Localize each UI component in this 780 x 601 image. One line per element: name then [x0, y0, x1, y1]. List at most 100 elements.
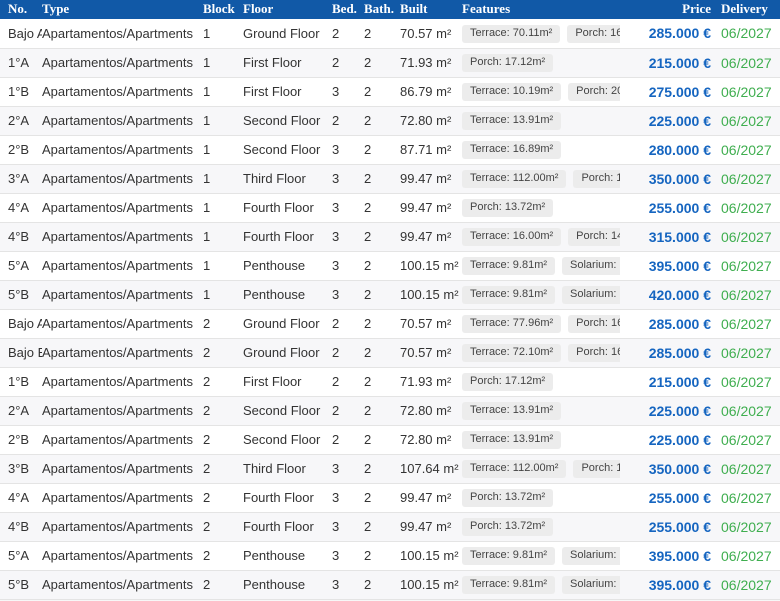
- cell-block: 1: [203, 251, 243, 281]
- cell-built-area: 100.15 m²: [398, 570, 462, 600]
- cell-features: Terrace: 112.00m² Porch: 14.27m²: [462, 454, 620, 484]
- cell-features: Terrace: 16.00m² Porch: 14.10m²: [462, 222, 620, 252]
- feature-badge: Porch: 13.72m²: [462, 518, 554, 536]
- table-row[interactable]: 4°B Apartamentos/Apartments 1 Fourth Flo…: [0, 222, 780, 252]
- cell-unit-number: 2°B: [0, 425, 42, 455]
- table-row[interactable]: 2°A Apartamentos/Apartments 2 Second Flo…: [0, 396, 780, 426]
- table-row[interactable]: 4°A Apartamentos/Apartments 2 Fourth Flo…: [0, 483, 780, 513]
- table-row[interactable]: 5°B Apartamentos/Apartments 2 Penthouse …: [0, 570, 780, 600]
- cell-price: 420.000 €: [620, 280, 715, 310]
- cell-block: 1: [203, 77, 243, 107]
- cell-delivery-date: 06/2027: [715, 541, 780, 571]
- cell-built-area: 71.93 m²: [398, 48, 462, 78]
- cell-built-area: 70.57 m²: [398, 309, 462, 339]
- feature-badge: Solarium: 73.34m²: [562, 576, 620, 594]
- cell-type: Apartamentos/Apartments: [42, 483, 203, 513]
- cell-delivery-date: 06/2027: [715, 512, 780, 542]
- table-row[interactable]: 1°B Apartamentos/Apartments 2 First Floo…: [0, 367, 780, 397]
- cell-unit-number: 4°A: [0, 193, 42, 223]
- table-row[interactable]: 4°A Apartamentos/Apartments 1 Fourth Flo…: [0, 193, 780, 223]
- table-row[interactable]: 1°B Apartamentos/Apartments 1 First Floo…: [0, 77, 780, 107]
- cell-features: Terrace: 9.81m² Solarium: 73.34m²: [462, 541, 620, 571]
- table-row[interactable]: Bajo A Apartamentos/Apartments 1 Ground …: [0, 19, 780, 49]
- cell-price: 395.000 €: [620, 570, 715, 600]
- table-row[interactable]: 2°A Apartamentos/Apartments 1 Second Flo…: [0, 106, 780, 136]
- cell-features: Porch: 17.12m²: [462, 48, 620, 78]
- table-row[interactable]: 3°B Apartamentos/Apartments 2 Third Floo…: [0, 454, 780, 484]
- cell-bathrooms: 2: [360, 338, 398, 368]
- cell-features: Terrace: 72.10m² Porch: 16.90m²: [462, 338, 620, 368]
- table-row[interactable]: 5°B Apartamentos/Apartments 1 Penthouse …: [0, 280, 780, 310]
- cell-delivery-date: 06/2027: [715, 367, 780, 397]
- table-row[interactable]: 5°A Apartamentos/Apartments 1 Penthouse …: [0, 251, 780, 281]
- feature-badge: Solarium: 73.34m²: [562, 257, 620, 275]
- cell-block: 1: [203, 193, 243, 223]
- cell-unit-number: 1°B: [0, 367, 42, 397]
- cell-bedrooms: 3: [328, 164, 360, 194]
- cell-floor: First Floor: [243, 367, 328, 397]
- col-header-floor: Floor: [243, 0, 328, 19]
- cell-unit-number: 1°A: [0, 48, 42, 78]
- cell-features: Terrace: 9.81m² Solarium: 73.34m²: [462, 280, 620, 310]
- cell-built-area: 100.15 m²: [398, 541, 462, 571]
- cell-floor: Second Floor: [243, 135, 328, 165]
- feature-badge: Porch: 20.67m²: [568, 83, 620, 101]
- cell-bathrooms: 2: [360, 77, 398, 107]
- cell-price: 275.000 €: [620, 77, 715, 107]
- cell-price: 350.000 €: [620, 164, 715, 194]
- cell-built-area: 99.47 m²: [398, 164, 462, 194]
- cell-built-area: 100.15 m²: [398, 280, 462, 310]
- col-header-bed: Bed.: [328, 0, 360, 19]
- cell-floor: Ground Floor: [243, 19, 328, 49]
- cell-floor: Fourth Floor: [243, 222, 328, 252]
- table-row[interactable]: 5°A Apartamentos/Apartments 2 Penthouse …: [0, 541, 780, 571]
- cell-built-area: 72.80 m²: [398, 396, 462, 426]
- feature-badge: Porch: 16.90m²: [567, 24, 620, 43]
- cell-bathrooms: 2: [360, 106, 398, 136]
- cell-price: 255.000 €: [620, 483, 715, 513]
- cell-delivery-date: 06/2027: [715, 19, 780, 49]
- cell-unit-number: 2°B: [0, 135, 42, 165]
- cell-block: 2: [203, 425, 243, 455]
- col-header-features: Features: [462, 0, 620, 19]
- cell-type: Apartamentos/Apartments: [42, 48, 203, 78]
- cell-bedrooms: 2: [328, 367, 360, 397]
- table-header-row: No. Type Block Floor Bed. Bath. Built Fe…: [0, 0, 780, 19]
- cell-price: 395.000 €: [620, 251, 715, 281]
- cell-floor: Ground Floor: [243, 309, 328, 339]
- cell-delivery-date: 06/2027: [715, 164, 780, 194]
- cell-features: Porch: 13.72m²: [462, 512, 620, 542]
- feature-badge: Porch: 16.90m²: [568, 315, 620, 333]
- feature-badge: Porch: 13.72m²: [462, 199, 554, 217]
- cell-type: Apartamentos/Apartments: [42, 541, 203, 571]
- feature-badge: Porch: 14.10m²: [568, 228, 620, 246]
- cell-features: Terrace: 9.81m² Solarium: 73.34m²: [462, 251, 620, 281]
- cell-type: Apartamentos/Apartments: [42, 106, 203, 136]
- cell-unit-number: 4°A: [0, 483, 42, 513]
- cell-floor: Penthouse: [243, 251, 328, 281]
- feature-badge: Porch: 16.90m²: [568, 344, 620, 362]
- cell-built-area: 100.15 m²: [398, 251, 462, 281]
- cell-bedrooms: 2: [328, 19, 360, 49]
- cell-block: 2: [203, 396, 243, 426]
- feature-badge: Terrace: 9.81m²: [462, 547, 556, 565]
- cell-bedrooms: 3: [328, 483, 360, 513]
- table-row[interactable]: 1°A Apartamentos/Apartments 1 First Floo…: [0, 48, 780, 78]
- cell-unit-number: Bajo B: [0, 338, 42, 368]
- cell-type: Apartamentos/Apartments: [42, 135, 203, 165]
- cell-price: 255.000 €: [620, 512, 715, 542]
- table-row[interactable]: Bajo A Apartamentos/Apartments 2 Ground …: [0, 309, 780, 339]
- table-row[interactable]: 4°B Apartamentos/Apartments 2 Fourth Flo…: [0, 512, 780, 542]
- table-row[interactable]: 2°B Apartamentos/Apartments 1 Second Flo…: [0, 135, 780, 165]
- cell-floor: Penthouse: [243, 280, 328, 310]
- feature-badge: Solarium: 73.34m²: [562, 286, 620, 304]
- cell-delivery-date: 06/2027: [715, 338, 780, 368]
- cell-price: 280.000 €: [620, 135, 715, 165]
- table-row[interactable]: Bajo B Apartamentos/Apartments 2 Ground …: [0, 338, 780, 368]
- table-row[interactable]: 3°A Apartamentos/Apartments 1 Third Floo…: [0, 164, 780, 194]
- cell-bedrooms: 2: [328, 396, 360, 426]
- cell-bathrooms: 2: [360, 425, 398, 455]
- cell-delivery-date: 06/2027: [715, 77, 780, 107]
- cell-features: Terrace: 77.96m² Porch: 16.90m²: [462, 309, 620, 339]
- table-row[interactable]: 2°B Apartamentos/Apartments 2 Second Flo…: [0, 425, 780, 455]
